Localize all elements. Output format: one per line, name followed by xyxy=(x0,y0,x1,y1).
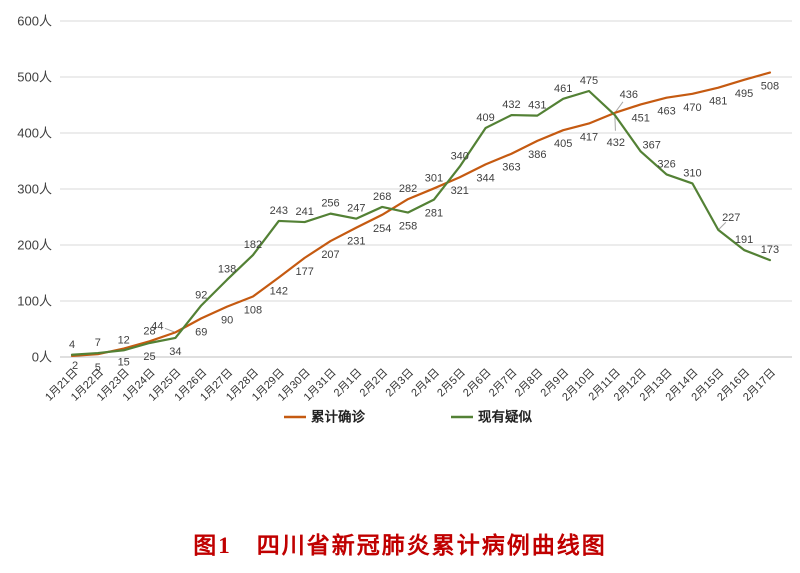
data-point-label: 247 xyxy=(347,203,365,215)
x-tick-label: 2月5日 xyxy=(435,367,468,400)
legend-item: 现有疑似 xyxy=(451,409,532,425)
data-point-label: 256 xyxy=(321,198,339,210)
data-point-label: 463 xyxy=(657,106,675,118)
data-point-label: 417 xyxy=(580,131,598,143)
x-tick-label: 2月1日 xyxy=(332,367,365,400)
y-tick-label: 400人 xyxy=(17,126,52,141)
data-point-label: 461 xyxy=(554,83,572,95)
data-point-label: 340 xyxy=(451,151,469,163)
suspected-series-line xyxy=(70,89,772,356)
data-point-label: 451 xyxy=(632,112,650,124)
data-point-label: 108 xyxy=(244,305,262,317)
data-point-label: 243 xyxy=(270,205,288,217)
data-point-label: 90 xyxy=(221,315,233,327)
data-point-label: 436 xyxy=(620,89,638,101)
label-leader-line xyxy=(614,115,616,131)
data-point-label: 34 xyxy=(169,346,181,358)
data-point-label: 326 xyxy=(657,158,675,170)
data-point-label: 495 xyxy=(735,88,753,100)
data-point-label: 432 xyxy=(607,137,625,149)
data-point-label: 173 xyxy=(761,244,779,256)
data-point-label: 508 xyxy=(761,81,779,93)
x-tick-label: 2月2日 xyxy=(358,367,391,400)
data-point-label: 268 xyxy=(373,191,391,203)
y-tick-label: 100人 xyxy=(17,294,52,309)
data-point-label: 28 xyxy=(143,325,155,337)
y-tick-label: 300人 xyxy=(17,182,52,197)
data-point-label: 138 xyxy=(218,264,236,276)
data-point-label: 386 xyxy=(528,149,546,161)
data-point-label: 344 xyxy=(476,172,494,184)
data-point-label: 5 xyxy=(95,362,101,374)
data-point-label: 15 xyxy=(118,357,130,369)
data-point-label: 207 xyxy=(321,249,339,261)
data-point-label: 4 xyxy=(69,339,75,351)
data-point-label: 481 xyxy=(709,96,727,108)
data-point-label: 191 xyxy=(735,234,753,246)
data-point-label: 409 xyxy=(476,112,494,124)
x-tick-label: 2月4日 xyxy=(409,367,442,400)
data-point-label: 142 xyxy=(270,285,288,297)
chart-canvas: 0人100人200人300人400人500人600人1月21日1月22日1月23… xyxy=(17,14,792,425)
figure-caption: 图1 四川省新冠肺炎累计病例曲线图 xyxy=(193,533,607,558)
data-point-label: 254 xyxy=(373,223,391,235)
data-point-label: 367 xyxy=(643,139,661,151)
data-point-label: 363 xyxy=(502,162,520,174)
confirmed-series-line xyxy=(70,71,772,357)
y-tick-label: 0人 xyxy=(32,350,52,365)
data-point-label: 25 xyxy=(143,351,155,363)
data-point-label: 321 xyxy=(451,185,469,197)
data-point-label: 470 xyxy=(683,102,701,114)
x-tick-label: 2月7日 xyxy=(487,367,520,400)
data-point-label: 405 xyxy=(554,138,572,150)
data-point-label: 12 xyxy=(118,334,130,346)
data-point-label: 2 xyxy=(72,360,78,372)
data-point-label: 44 xyxy=(151,320,163,332)
x-tick-label: 2月8日 xyxy=(513,367,546,400)
y-tick-label: 500人 xyxy=(17,70,52,85)
data-point-label: 432 xyxy=(502,99,520,111)
data-point-label: 281 xyxy=(425,208,443,220)
label-leader-line xyxy=(614,101,624,114)
x-tick-label: 2月3日 xyxy=(383,367,416,400)
data-point-label: 227 xyxy=(722,212,740,224)
data-point-label: 282 xyxy=(399,183,417,195)
legend-label: 累计确诊 xyxy=(311,409,365,425)
data-point-label: 231 xyxy=(347,236,365,248)
data-point-label: 92 xyxy=(195,289,207,301)
data-point-label: 475 xyxy=(580,75,598,87)
y-tick-label: 600人 xyxy=(17,14,52,29)
legend-label: 现有疑似 xyxy=(478,409,532,425)
label-leader-line xyxy=(717,221,727,231)
y-tick-label: 200人 xyxy=(17,238,52,253)
label-leader-line xyxy=(164,327,176,333)
data-point-label: 182 xyxy=(244,239,262,251)
data-point-label: 69 xyxy=(195,326,207,338)
x-tick-label: 2月6日 xyxy=(461,367,494,400)
legend-item: 累计确诊 xyxy=(284,409,365,425)
data-point-label: 310 xyxy=(683,167,701,179)
data-point-label: 431 xyxy=(528,100,546,112)
data-point-label: 241 xyxy=(295,206,313,218)
data-point-label: 258 xyxy=(399,221,417,233)
data-point-label: 177 xyxy=(295,266,313,278)
data-point-label: 7 xyxy=(95,337,101,349)
data-point-label: 301 xyxy=(425,172,443,184)
